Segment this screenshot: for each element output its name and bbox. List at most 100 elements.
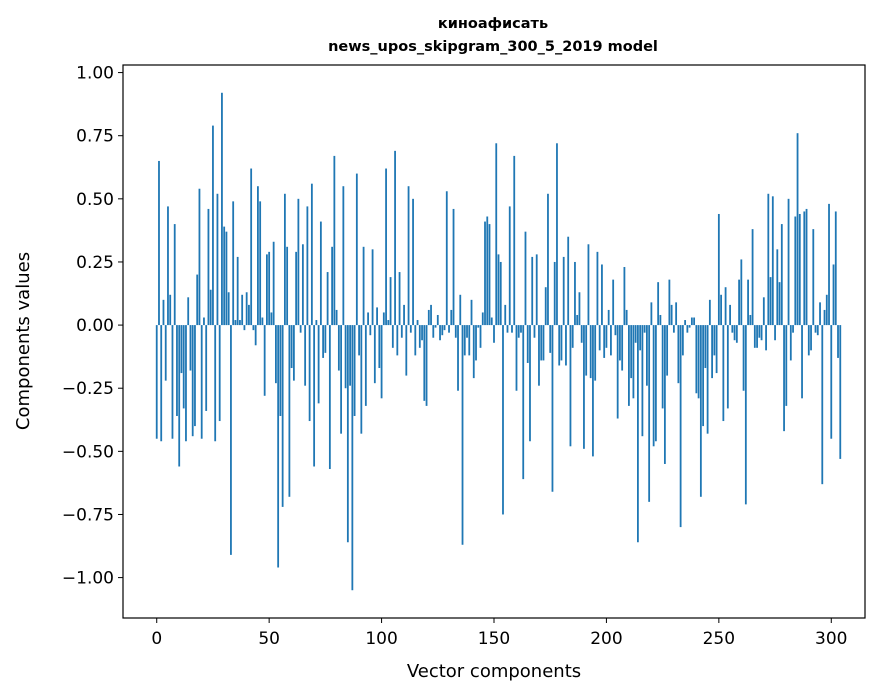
bar: [459, 294, 462, 326]
bar: [353, 325, 356, 416]
bar: [207, 208, 210, 326]
bar: [690, 317, 693, 326]
bar: [317, 325, 320, 404]
bar: [547, 193, 549, 326]
bar: [535, 254, 538, 326]
bar: [254, 325, 257, 346]
bar: [167, 206, 169, 326]
bar: [396, 325, 399, 356]
bar: [272, 241, 275, 326]
bar: [807, 325, 810, 356]
bar: [637, 325, 639, 543]
bar: [646, 325, 648, 386]
bar: [749, 314, 752, 326]
bar: [695, 325, 698, 394]
bar: [765, 325, 767, 351]
bar: [839, 325, 842, 459]
bar: [241, 294, 244, 326]
bar: [454, 325, 457, 338]
bar: [430, 304, 432, 326]
bar: [275, 325, 277, 384]
bar: [812, 229, 815, 326]
bar: [342, 186, 345, 326]
bar: [288, 325, 291, 497]
bar: [191, 325, 194, 437]
bar: [315, 320, 318, 326]
bar: [243, 325, 246, 331]
x-tick-label: 250: [703, 629, 735, 649]
bar: [526, 325, 529, 363]
bar: [484, 221, 486, 326]
bar: [472, 325, 475, 379]
bar: [720, 294, 722, 326]
bar: [380, 325, 383, 399]
bar: [221, 92, 223, 326]
bar: [418, 325, 421, 348]
bar: [319, 221, 322, 326]
bar: [502, 325, 504, 515]
bar: [544, 287, 547, 326]
bar: [616, 325, 619, 419]
bar: [281, 325, 284, 507]
bar: [164, 325, 167, 381]
bar: [200, 325, 203, 439]
bar: [753, 325, 756, 348]
bar: [261, 317, 264, 326]
bar: [304, 325, 307, 386]
bar: [508, 206, 511, 326]
bar: [250, 168, 253, 326]
bar: [583, 325, 585, 449]
bar: [425, 325, 428, 406]
bar: [212, 125, 214, 326]
bar: [697, 325, 700, 399]
bar: [794, 216, 797, 326]
bar: [702, 325, 705, 427]
bar: [585, 325, 588, 376]
bar: [792, 325, 794, 333]
bar: [601, 264, 603, 326]
bar: [679, 325, 682, 528]
bar: [580, 325, 583, 343]
bar: [333, 155, 336, 326]
bar: [436, 314, 439, 326]
y-tick-label: 0.50: [76, 190, 114, 210]
bar: [259, 201, 262, 326]
bar: [468, 325, 471, 356]
bar: [562, 256, 565, 326]
bar: [416, 320, 419, 326]
bar: [382, 312, 385, 326]
bar: [313, 325, 316, 467]
bar: [556, 143, 558, 326]
bar: [657, 282, 660, 326]
bar: [783, 325, 785, 432]
bar: [497, 254, 500, 326]
bar: [466, 325, 468, 338]
y-axis-label: Components values: [13, 252, 34, 430]
bar: [506, 325, 509, 333]
bar: [299, 325, 302, 333]
bar: [391, 325, 394, 348]
bar: [257, 186, 259, 326]
bar: [301, 244, 304, 326]
bar: [378, 325, 381, 369]
bar: [279, 325, 282, 416]
bar: [805, 208, 808, 326]
bar: [551, 325, 554, 492]
bar: [652, 325, 655, 447]
bar: [160, 325, 163, 442]
bar: [751, 229, 754, 326]
bar: [171, 325, 174, 439]
y-tick-label: 1.00: [76, 64, 114, 84]
bar: [292, 325, 295, 381]
bar: [722, 325, 725, 422]
bar: [234, 320, 237, 326]
bar: [423, 325, 426, 401]
bar: [268, 251, 271, 326]
bar: [162, 299, 165, 326]
bar: [571, 325, 574, 348]
bar: [735, 325, 738, 343]
bar: [245, 292, 248, 326]
y-tick-label: −0.50: [62, 442, 114, 462]
bar: [400, 325, 403, 338]
bar: [297, 198, 300, 326]
